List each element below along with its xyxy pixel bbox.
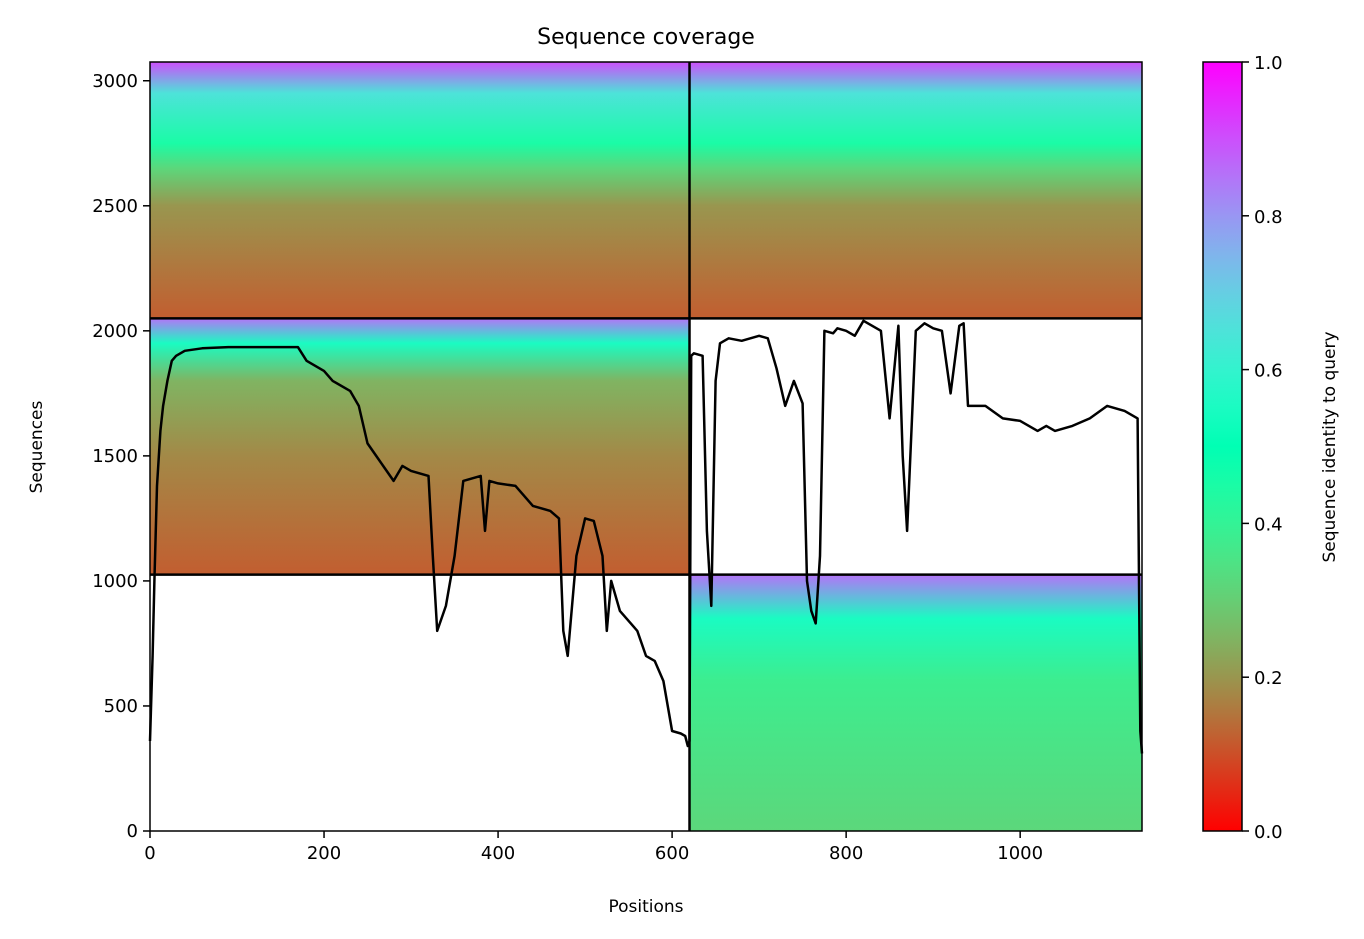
colorbar: 0.0 0.2 0.4 0.6 0.8 1.0	[1202, 53, 1283, 843]
coverage-line-group	[148, 319, 1144, 754]
x-axis-label: Positions	[608, 897, 683, 917]
y-tick-label: 3000	[92, 71, 138, 92]
chart-title: Sequence coverage	[537, 25, 755, 50]
colorbar-tick-label: 0.2	[1254, 668, 1283, 689]
chain-2-middle-block	[689, 318, 1142, 575]
colorbar-tick-label: 1.0	[1254, 53, 1283, 74]
coverage-line	[148, 319, 1144, 754]
y-tick-label: 1000	[92, 571, 138, 592]
y-axis-label: Sequences	[27, 401, 47, 494]
x-tick-label: 200	[307, 843, 341, 864]
y-tick-label: 500	[104, 696, 138, 717]
x-tick-label: 1000	[997, 843, 1043, 864]
x-tick-label: 0	[144, 843, 155, 864]
colorbar-tick-label: 0.4	[1254, 514, 1283, 535]
colorbar-tick-label: 0.0	[1254, 822, 1283, 843]
x-tick-label: 600	[655, 843, 689, 864]
chain-2-bottom-block	[689, 574, 1142, 831]
colorbar-label: Sequence identity to query	[1320, 331, 1340, 562]
chain-1-middle-block	[150, 318, 690, 575]
x-tick-label: 800	[829, 843, 863, 864]
y-tick-label: 1500	[92, 446, 138, 467]
axes: 0 200 400 600 800 1000 0 500 1000 1500 2000 2500 300…	[92, 61, 1143, 864]
y-tick-label: 0	[127, 821, 138, 842]
y-tick-label: 2500	[92, 196, 138, 217]
colorbar-tick-label: 0.8	[1254, 207, 1283, 228]
colorbar-gradient	[1202, 61, 1243, 832]
colorbar-tick-label: 0.6	[1254, 361, 1283, 382]
chain-2-top-block	[689, 62, 1142, 319]
x-tick-label: 400	[481, 843, 515, 864]
chain-1-top-block	[150, 62, 690, 319]
y-tick-label: 2000	[92, 321, 138, 342]
chain-1-bottom-block	[150, 574, 690, 831]
plot-blocks	[150, 62, 1142, 831]
plot-frame	[149, 61, 1143, 832]
